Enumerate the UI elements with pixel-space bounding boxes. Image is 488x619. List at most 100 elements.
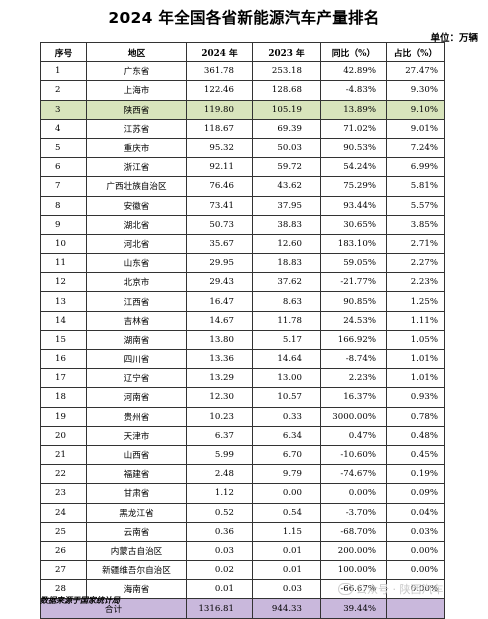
cell-region: 甘肃省 — [86, 483, 187, 504]
cell-rank: 10 — [40, 233, 87, 255]
cell-yoy: -21.77% — [320, 272, 387, 293]
cell-rank: 12 — [40, 272, 87, 293]
cell-2024: 5.99 — [186, 444, 253, 466]
cell-2023: 253.18 — [252, 61, 321, 82]
cell-region: 上海市 — [86, 80, 187, 101]
cell-rank: 1 — [40, 61, 87, 82]
cell-rank: 16 — [40, 348, 87, 370]
cell-region: 湖北省 — [86, 214, 187, 235]
cell-rank: 6 — [40, 157, 87, 178]
header-2023: 2023 年 — [252, 41, 321, 63]
cell-2023: 105.19 — [252, 99, 321, 120]
cell-2024: 2.48 — [186, 464, 253, 485]
cell-2024: 76.46 — [186, 176, 253, 197]
cell-2023: 9.79 — [252, 464, 321, 485]
cell-yoy: 54.24% — [320, 157, 387, 178]
cell-rank: 20 — [40, 425, 87, 446]
table-row: 8 安徽省 73.41 37.95 93.44% 5.57% — [40, 195, 445, 216]
cell-2024: 12.30 — [186, 387, 253, 408]
table-row: 15 湖南省 13.80 5.17 166.92% 1.05% — [40, 329, 445, 351]
cell-region: 四川省 — [86, 348, 187, 370]
cell-yoy: 75.29% — [320, 176, 387, 197]
cell-yoy: 90.53% — [320, 137, 387, 159]
cell-2023: 13.00 — [252, 368, 321, 389]
cell-2023: 38.83 — [252, 214, 321, 235]
header-rank: 序号 — [40, 41, 87, 63]
cell-share: 0.48% — [386, 425, 445, 446]
cell-share: 0.00% — [386, 560, 445, 581]
table-row: 18 河南省 12.30 10.57 16.37% 0.93% — [40, 387, 445, 408]
table-row: 19 贵州省 10.23 0.33 3000.00% 0.78% — [40, 406, 445, 427]
watermark-text: 公众号 · 陕西汽车 — [356, 583, 444, 596]
cell-2023: 6.70 — [252, 444, 321, 466]
cell-rank: 17 — [40, 368, 87, 389]
cell-yoy: 3000.00% — [320, 406, 387, 427]
table-row: 14 吉林省 14.67 11.78 24.53% 1.11% — [40, 310, 445, 331]
cell-region: 吉林省 — [86, 310, 187, 331]
cell-2023: 128.68 — [252, 80, 321, 101]
cell-2023: 8.63 — [252, 291, 321, 312]
cell-region: 贵州省 — [86, 406, 187, 427]
cell-2023: 50.03 — [252, 137, 321, 159]
cell-yoy: 200.00% — [320, 540, 387, 562]
cell-2024: 122.46 — [186, 80, 253, 101]
cell-2024: 0.02 — [186, 560, 253, 581]
table-row: 21 山西省 5.99 6.70 -10.60% 0.45% — [40, 444, 445, 466]
header-yoy: 同比（%） — [320, 41, 387, 63]
cell-2024: 0.03 — [186, 540, 253, 562]
table-row: 13 江西省 16.47 8.63 90.85% 1.25% — [40, 291, 445, 312]
cell-rank: 4 — [40, 118, 87, 139]
cell-2023: 69.39 — [252, 118, 321, 139]
cell-share: 1.25% — [386, 291, 445, 312]
cell-region: 内蒙古自治区 — [86, 540, 187, 562]
cell-2023: 1.15 — [252, 521, 321, 542]
cell-yoy: 13.89% — [320, 99, 387, 120]
cell-2023: 11.78 — [252, 310, 321, 331]
cell-2024: 13.36 — [186, 348, 253, 370]
table-row: 26 内蒙古自治区 0.03 0.01 200.00% 0.00% — [40, 540, 445, 562]
cell-region: 江苏省 — [86, 118, 187, 139]
cell-2024: 6.37 — [186, 425, 253, 446]
cell-yoy: 30.65% — [320, 214, 387, 235]
cell-rank: 11 — [40, 253, 87, 274]
cell-2024: 16.47 — [186, 291, 253, 312]
cell-rank: 19 — [40, 406, 87, 427]
cell-2023: 37.95 — [252, 195, 321, 216]
cell-2023: 5.17 — [252, 329, 321, 351]
cell-share: 9.01% — [386, 118, 445, 139]
cell-share: 0.78% — [386, 406, 445, 427]
cell-rank: 25 — [40, 521, 87, 542]
cell-region: 山西省 — [86, 444, 187, 466]
cell-rank: 3 — [40, 99, 87, 120]
cell-yoy: 42.89% — [320, 61, 387, 82]
cell-2023: 12.60 — [252, 233, 321, 255]
cell-2024: 361.78 — [186, 61, 253, 82]
cell-region: 湖南省 — [86, 329, 187, 351]
cell-2023: 18.83 — [252, 253, 321, 274]
cell-region: 辽宁省 — [86, 368, 187, 389]
cell-share: 0.19% — [386, 464, 445, 485]
table-row: 11 山东省 29.95 18.83 59.05% 2.27% — [40, 253, 445, 274]
cell-region: 黑龙江省 — [86, 502, 187, 523]
cell-share: 1.11% — [386, 310, 445, 331]
cell-share: 1.01% — [386, 348, 445, 370]
header-share: 占比（%） — [386, 41, 445, 63]
cell-yoy: 16.37% — [320, 387, 387, 408]
cell-region: 河南省 — [86, 387, 187, 408]
cell-yoy: 0.47% — [320, 425, 387, 446]
cell-share: 7.24% — [386, 137, 445, 159]
cell-2024: 119.80 — [186, 99, 253, 120]
cell-region: 安徽省 — [86, 195, 187, 216]
cell-yoy: 59.05% — [320, 253, 387, 274]
cell-rank: 21 — [40, 444, 87, 466]
cell-yoy: 90.85% — [320, 291, 387, 312]
cell-yoy: 71.02% — [320, 118, 387, 139]
cell-2023: 43.62 — [252, 176, 321, 197]
cell-2023: 10.57 — [252, 387, 321, 408]
table-row: 6 浙江省 92.11 59.72 54.24% 6.99% — [40, 157, 445, 178]
cell-share: 2.27% — [386, 253, 445, 274]
table-row: 20 天津市 6.37 6.34 0.47% 0.48% — [40, 425, 445, 446]
cell-yoy: 0.00% — [320, 483, 387, 504]
table-row: 27 新疆维吾尔自治区 0.02 0.01 100.00% 0.00% — [40, 560, 445, 581]
cell-share: 0.00% — [386, 540, 445, 562]
